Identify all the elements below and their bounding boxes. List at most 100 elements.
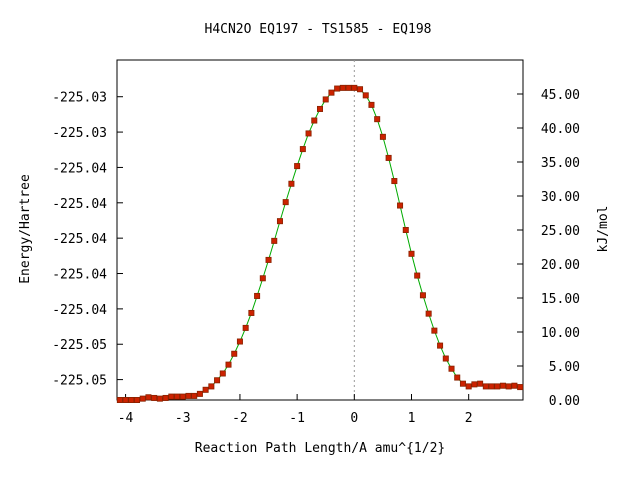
x-tick-label: -1 bbox=[289, 411, 305, 426]
data-point bbox=[196, 390, 203, 397]
x-tick-label: 1 bbox=[408, 411, 416, 426]
data-point bbox=[425, 310, 432, 317]
left-tick-label: -225.04 bbox=[52, 232, 107, 247]
right-axis-ticks: 0.00 5.00 10.00 15.00 20.00 25.00 30.00 35.00 40… bbox=[517, 88, 580, 409]
data-point bbox=[488, 383, 495, 390]
data-point bbox=[299, 146, 306, 153]
data-point bbox=[145, 394, 152, 401]
data-points bbox=[116, 84, 524, 403]
data-point bbox=[482, 383, 489, 390]
data-point bbox=[362, 92, 369, 99]
data-point bbox=[248, 309, 255, 316]
x-axis-label: Reaction Path Length/A amu^{1/2} bbox=[195, 441, 445, 456]
right-tick-label: 10.00 bbox=[541, 326, 580, 341]
data-point bbox=[391, 178, 398, 185]
data-point bbox=[379, 133, 386, 140]
data-point bbox=[231, 350, 238, 357]
x-tick-label: 2 bbox=[465, 411, 473, 426]
data-point bbox=[499, 382, 506, 389]
data-point bbox=[419, 292, 426, 299]
data-point bbox=[174, 393, 181, 400]
data-point bbox=[431, 327, 438, 334]
left-tick-label: -225.05 bbox=[52, 374, 107, 389]
data-point bbox=[179, 393, 186, 400]
data-point bbox=[128, 396, 135, 403]
x-tick-label: -4 bbox=[118, 411, 134, 426]
data-point bbox=[185, 392, 192, 399]
data-point bbox=[471, 381, 478, 388]
x-tick-label: -2 bbox=[232, 411, 248, 426]
data-point bbox=[442, 355, 449, 362]
data-point bbox=[322, 96, 329, 103]
data-point bbox=[134, 396, 141, 403]
right-tick-label: 0.00 bbox=[549, 394, 580, 409]
right-tick-label: 25.00 bbox=[541, 224, 580, 239]
data-point bbox=[511, 382, 518, 389]
data-point bbox=[334, 85, 341, 92]
x-tick-label: 0 bbox=[350, 411, 358, 426]
data-point bbox=[276, 218, 283, 225]
data-point bbox=[311, 117, 318, 124]
left-tick-label: -225.04 bbox=[52, 197, 107, 212]
data-point bbox=[282, 199, 289, 206]
data-point bbox=[139, 395, 146, 402]
data-point bbox=[294, 163, 301, 170]
left-tick-label: -225.05 bbox=[52, 338, 107, 353]
left-tick-label: -225.04 bbox=[52, 161, 107, 176]
data-point bbox=[345, 84, 352, 91]
data-point bbox=[328, 89, 335, 96]
data-point bbox=[168, 393, 175, 400]
data-point bbox=[236, 338, 243, 345]
data-point bbox=[408, 250, 415, 257]
data-point bbox=[465, 383, 472, 390]
data-point bbox=[202, 386, 209, 393]
right-tick-label: 15.00 bbox=[541, 292, 580, 307]
data-point bbox=[477, 380, 484, 387]
data-point bbox=[414, 272, 421, 279]
right-tick-label: 5.00 bbox=[549, 360, 580, 375]
data-point bbox=[156, 395, 163, 402]
data-point bbox=[242, 324, 249, 331]
data-point bbox=[448, 365, 455, 372]
data-point bbox=[374, 116, 381, 123]
data-point bbox=[459, 380, 466, 387]
data-point bbox=[368, 101, 375, 108]
data-point bbox=[208, 383, 215, 390]
right-tick-label: 40.00 bbox=[541, 122, 580, 137]
data-point bbox=[505, 383, 512, 390]
data-point bbox=[225, 361, 232, 368]
data-point bbox=[454, 374, 461, 381]
left-axis-label: Energy/Hartree bbox=[18, 174, 33, 284]
data-point bbox=[316, 105, 323, 112]
data-point bbox=[339, 84, 346, 91]
left-tick-label: -225.04 bbox=[52, 268, 107, 283]
right-tick-label: 30.00 bbox=[541, 190, 580, 205]
data-point bbox=[116, 396, 123, 403]
left-tick-label: -225.03 bbox=[52, 126, 107, 141]
data-point bbox=[162, 394, 169, 401]
data-point bbox=[259, 275, 266, 282]
data-point bbox=[517, 384, 524, 391]
data-point bbox=[397, 202, 404, 209]
data-point bbox=[214, 377, 221, 384]
left-axis-ticks: -225.05 -225.05 -225.04 -225.04 -225.04 -225.… bbox=[52, 91, 123, 389]
energy-curve bbox=[119, 87, 521, 401]
x-tick-label: -3 bbox=[175, 411, 191, 426]
data-point bbox=[288, 180, 295, 187]
data-point bbox=[385, 154, 392, 161]
right-tick-label: 20.00 bbox=[541, 258, 580, 273]
left-tick-label: -225.03 bbox=[52, 91, 107, 106]
data-point bbox=[305, 130, 312, 137]
data-point bbox=[219, 370, 226, 377]
data-point bbox=[437, 342, 444, 349]
data-point bbox=[402, 226, 409, 233]
data-point bbox=[351, 84, 358, 91]
data-point bbox=[265, 256, 272, 263]
chart-title: H4CN2O EQ197 - TS1585 - EQ198 bbox=[205, 22, 432, 37]
data-point bbox=[122, 396, 129, 403]
data-point bbox=[254, 292, 261, 299]
data-point bbox=[494, 383, 501, 390]
data-point bbox=[357, 86, 364, 93]
